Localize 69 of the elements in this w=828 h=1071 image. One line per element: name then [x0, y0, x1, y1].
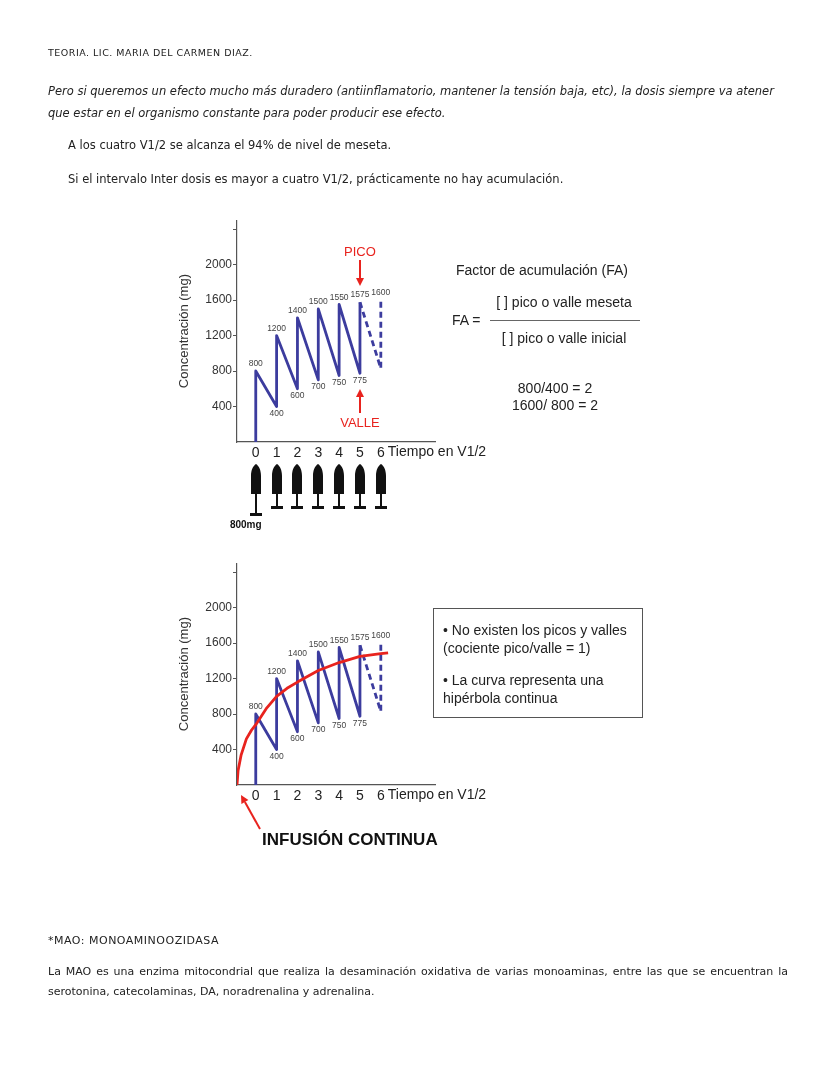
data-label: 1575 [350, 289, 370, 300]
text: Si el intervalo Inter dosis es mayor a cuatro V1/2, prácticamente no hay acumulación. [68, 172, 564, 186]
x-tick-label: 3 [314, 444, 323, 461]
data-label: 400 [269, 751, 284, 762]
y-axis-title: Concentración (mg) [176, 617, 192, 732]
text: 800/400 = 2 [517, 380, 593, 396]
data-label: 1600 [371, 287, 391, 298]
data-label: 1550 [329, 634, 349, 645]
y-tick-label: 1200 [205, 670, 233, 685]
x-axis-title: Tiempo en V1/2 [387, 442, 487, 459]
data-label: 600 [290, 390, 305, 401]
x-tick-label: 1 [272, 787, 281, 804]
y-axis-title: Concentración (mg) [176, 274, 192, 389]
data-label: 1550 [329, 291, 349, 302]
text: [ ] pico o valle meseta [496, 294, 632, 310]
x-tick-label: 5 [356, 444, 365, 461]
x-axis-title: Tiempo en V1/2 [387, 785, 487, 802]
annotation: PICO [344, 244, 376, 260]
data-label: 400 [269, 408, 284, 419]
text: Factor de acumulación (FA) [456, 262, 628, 278]
y-tick-label: 2000 [205, 599, 233, 614]
x-tick-label: 4 [335, 787, 344, 804]
text: 1600/ 800 = 2 [511, 397, 599, 413]
data-label: 775 [352, 717, 368, 728]
x-tick-label: 4 [335, 444, 344, 461]
data-label: 775 [352, 374, 368, 385]
x-tick-label: 2 [293, 787, 302, 804]
x-tick-label: 3 [314, 787, 323, 804]
data-label: 600 [290, 733, 305, 744]
y-tick-label: 1600 [205, 635, 233, 650]
data-label: 750 [332, 377, 347, 388]
text: FA = [452, 312, 481, 328]
data-label: 1500 [308, 296, 329, 307]
data-label: 700 [311, 724, 326, 735]
text: 800mg [229, 519, 262, 530]
text: A los cuatro V1/2 se alcanza el 94% de nivel de meseta. [68, 138, 392, 152]
y-tick-label: 400 [211, 398, 233, 413]
x-tick-label: 6 [376, 787, 385, 804]
y-tick-label: 800 [211, 363, 233, 378]
data-label: 1575 [350, 632, 370, 643]
x-tick-label: 6 [376, 444, 385, 461]
y-tick-label: 800 [211, 706, 233, 721]
text: La MAO es una enzima mitocondrial que realiza la desaminación oxidativa de varias monoaminas, entre las que se encuentran la serotonina, catecolaminas, DA, noradrenalina y adrenalina. [48, 964, 788, 1000]
data-label: 750 [332, 720, 347, 731]
text: [ ] pico o valle inicial [501, 330, 627, 346]
data-label: 1200 [267, 322, 287, 333]
data-label: 800 [248, 358, 264, 369]
x-tick-label: 2 [293, 444, 302, 461]
y-tick-label: 400 [211, 741, 233, 756]
data-label: 1200 [267, 665, 287, 676]
data-label: 1500 [308, 639, 329, 650]
data-label: 1400 [287, 304, 308, 315]
x-tick-label: 0 [251, 444, 260, 461]
text: TEORIA. LIC. MARIA DEL CARMEN DIAZ. [48, 47, 253, 58]
data-label: 1400 [287, 647, 308, 658]
y-tick-label: 1600 [205, 292, 233, 307]
annotation: VALLE [340, 415, 380, 431]
text: Pero si queremos un efecto mucho más duradero (antiinflamatorio, mantener la tensión baja, etc), la dosis siempre va atener que estar en el organismo constante para poder producir ese efecto. [48, 83, 776, 122]
x-tick-label: 0 [251, 787, 260, 804]
y-tick-label: 1200 [205, 327, 233, 342]
y-tick-label: 2000 [205, 256, 233, 271]
data-label: 1600 [371, 630, 391, 641]
text: *MAO: MONOAMINOOZIDASA [48, 934, 219, 947]
note-box: • No existen los picos y valles (cociente pico/valle = 1) • La curva representa una hipérbola continua [433, 608, 643, 718]
x-tick-label: 5 [356, 787, 365, 804]
text: INFUSIÓN CONTINUA [262, 830, 438, 850]
data-label: 800 [248, 701, 264, 712]
data-label: 700 [311, 381, 326, 392]
x-tick-label: 1 [272, 444, 281, 461]
